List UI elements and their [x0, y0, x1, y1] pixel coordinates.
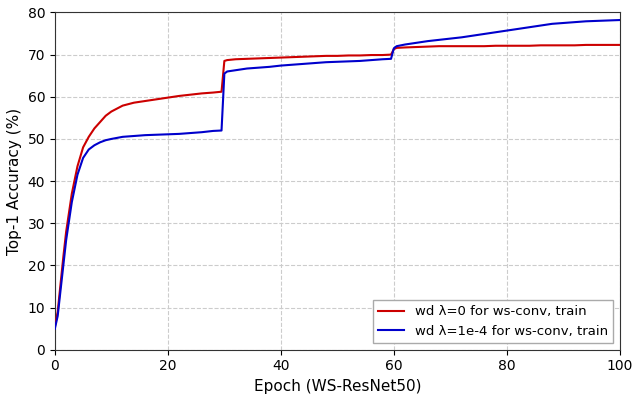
- wd λ=0 for ws-conv, train: [525, 43, 533, 48]
- wd λ=0 for ws-conv, train: [616, 43, 624, 47]
- Legend: wd λ=0 for ws-conv, train, wd λ=1e-4 for ws-conv, train: wd λ=0 for ws-conv, train, wd λ=1e-4 for…: [372, 300, 613, 343]
- wd λ=1e-4 for ws-conv, train: [51, 326, 59, 331]
- wd λ=0 for ws-conv, train: [153, 97, 161, 102]
- wd λ=1e-4 for ws-conv, train: [616, 18, 624, 22]
- wd λ=0 for ws-conv, train: [367, 53, 375, 57]
- wd λ=1e-4 for ws-conv, train: [367, 58, 375, 63]
- wd λ=0 for ws-conv, train: [51, 324, 59, 329]
- wd λ=1e-4 for ws-conv, train: [525, 25, 533, 30]
- wd λ=1e-4 for ws-conv, train: [605, 18, 612, 23]
- wd λ=1e-4 for ws-conv, train: [153, 132, 161, 137]
- X-axis label: Epoch (WS-ResNet50): Epoch (WS-ResNet50): [253, 379, 421, 394]
- wd λ=1e-4 for ws-conv, train: [68, 200, 76, 205]
- Line: wd λ=1e-4 for ws-conv, train: wd λ=1e-4 for ws-conv, train: [55, 20, 620, 329]
- Line: wd λ=0 for ws-conv, train: wd λ=0 for ws-conv, train: [55, 45, 620, 326]
- wd λ=0 for ws-conv, train: [68, 191, 76, 196]
- wd λ=0 for ws-conv, train: [108, 109, 115, 114]
- wd λ=0 for ws-conv, train: [582, 43, 590, 47]
- wd λ=0 for ws-conv, train: [288, 55, 296, 59]
- Y-axis label: Top-1 Accuracy (%): Top-1 Accuracy (%): [7, 107, 22, 255]
- wd λ=1e-4 for ws-conv, train: [108, 136, 115, 141]
